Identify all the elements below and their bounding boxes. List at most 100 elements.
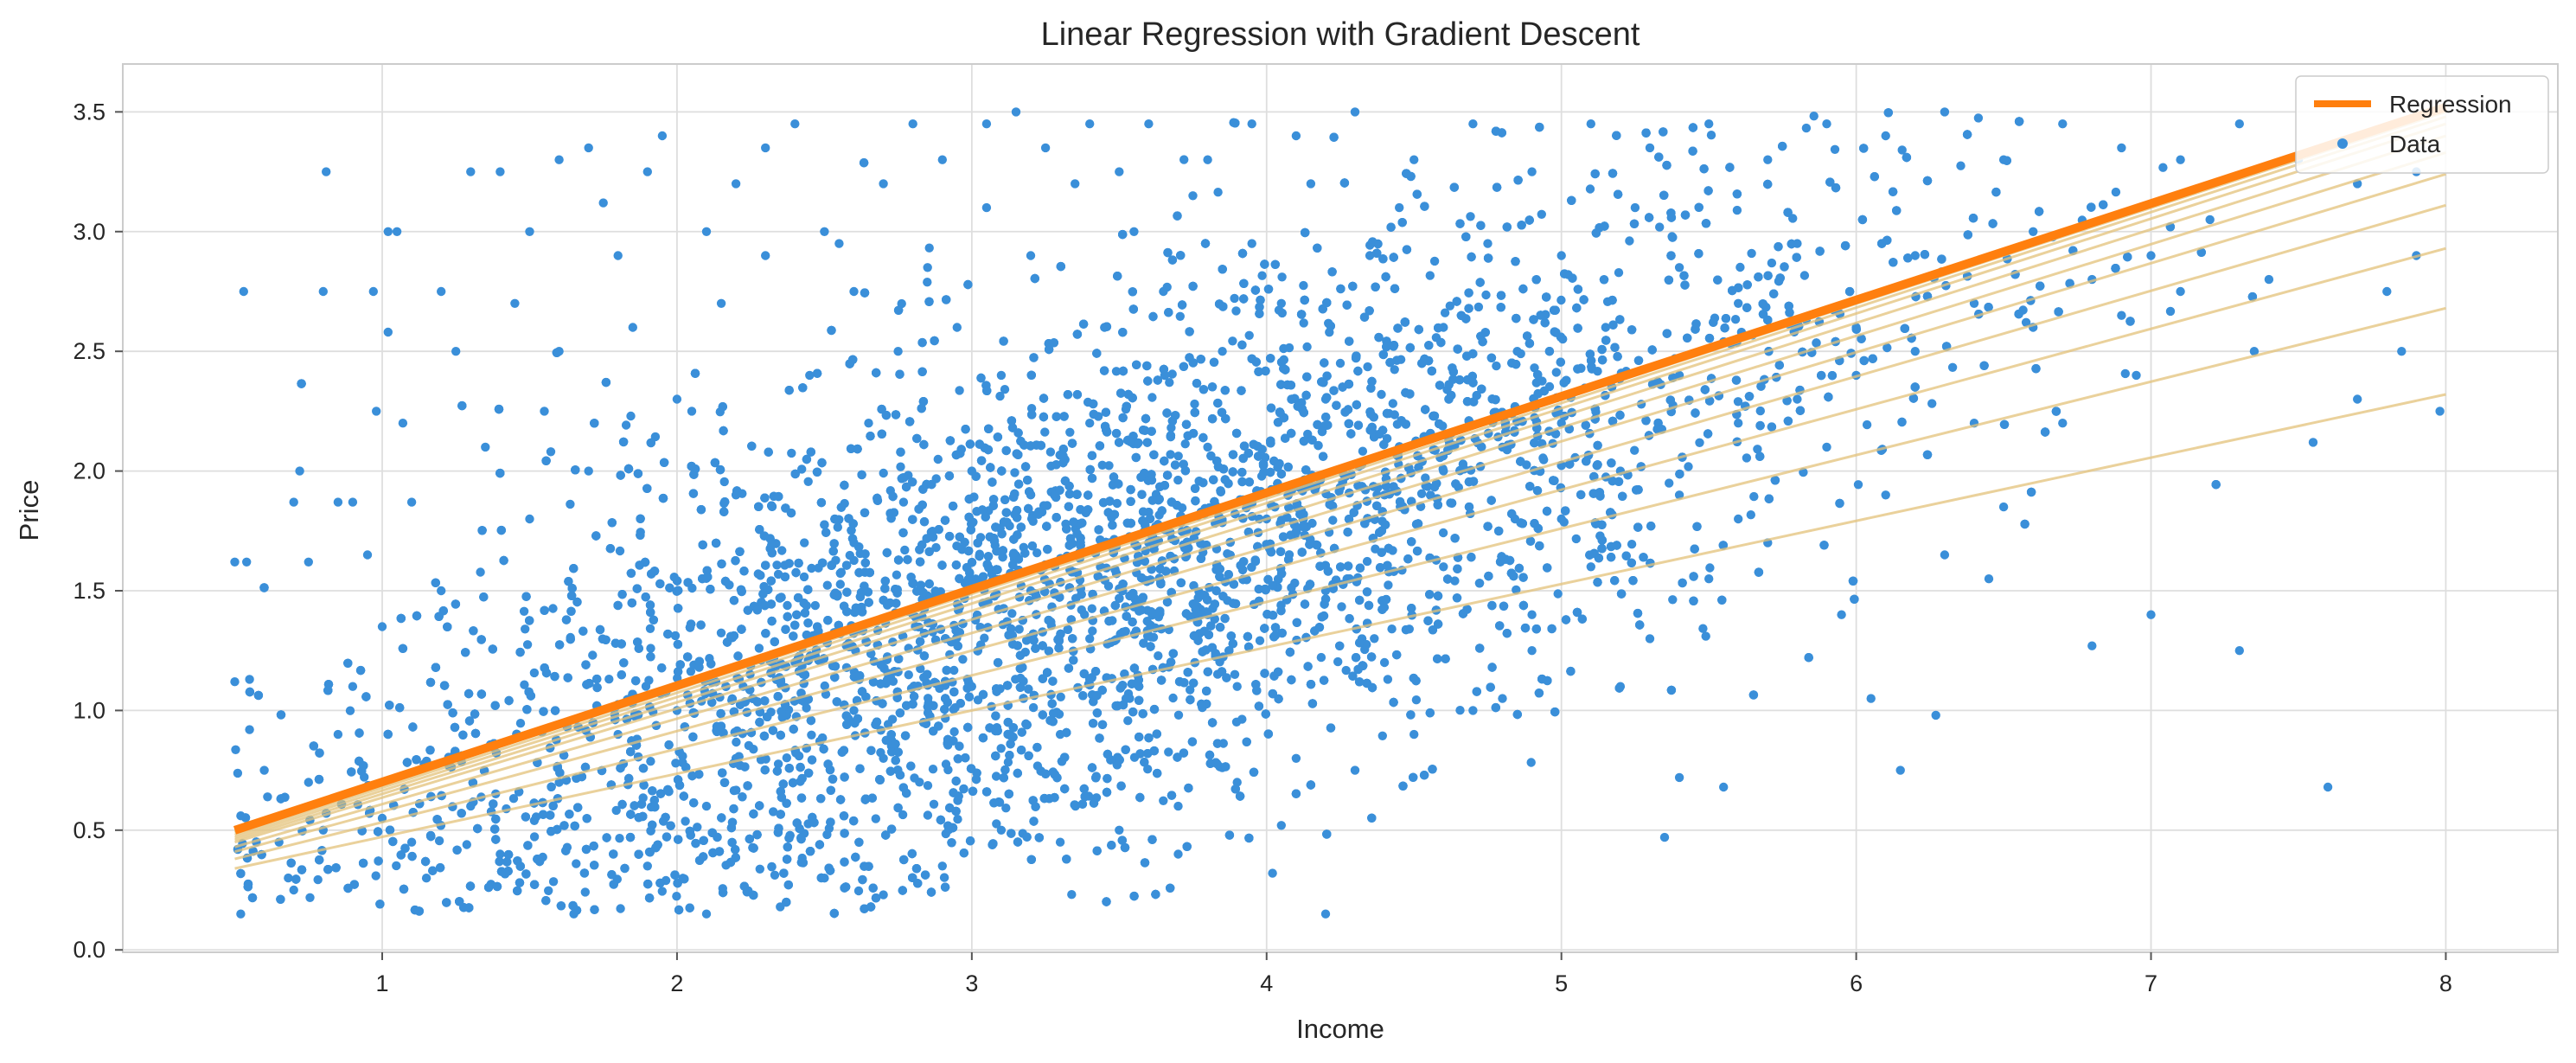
data-point: [898, 810, 908, 820]
data-point: [580, 887, 590, 897]
data-point: [755, 864, 764, 874]
data-point: [1067, 890, 1077, 900]
data-point: [1749, 491, 1759, 502]
data-point: [1133, 439, 1142, 449]
data-point: [1897, 145, 1907, 155]
data-point: [1755, 406, 1766, 416]
data-point: [2021, 317, 2031, 327]
data-point: [1032, 548, 1042, 558]
data-point: [616, 904, 625, 913]
data-point: [1625, 236, 1634, 246]
data-point: [1231, 306, 1241, 316]
data-point: [1809, 112, 1819, 121]
data-point: [1186, 685, 1195, 695]
data-point: [1466, 212, 1475, 221]
data-point: [1627, 540, 1637, 549]
data-point: [910, 773, 919, 783]
data-point: [1190, 399, 1199, 409]
data-point: [1411, 695, 1422, 705]
data-point: [1080, 610, 1090, 619]
data-point: [787, 448, 796, 458]
data-point: [1007, 609, 1017, 618]
data-point: [1358, 446, 1368, 456]
data-point: [782, 753, 791, 763]
data-point: [572, 859, 581, 868]
data-point: [1383, 675, 1393, 684]
data-point: [1173, 475, 1183, 485]
data-point: [548, 604, 558, 613]
data-point: [1328, 515, 1338, 525]
data-point: [515, 719, 526, 728]
data-point: [783, 600, 792, 611]
data-point: [1753, 445, 1762, 454]
data-point: [646, 757, 655, 766]
data-point: [1257, 271, 1267, 280]
data-point: [1123, 716, 1133, 726]
data-point: [898, 497, 909, 507]
data-point: [1862, 419, 1872, 430]
data-point: [1000, 385, 1010, 394]
data-point: [1088, 626, 1097, 636]
data-point: [1705, 563, 1715, 573]
data-point: [822, 580, 832, 590]
data-point: [1166, 450, 1175, 459]
data-point: [924, 243, 934, 253]
data-point: [1175, 311, 1186, 321]
data-point: [1254, 584, 1263, 594]
data-point: [1927, 399, 1937, 408]
data-point: [1028, 702, 1039, 713]
data-point: [1284, 343, 1294, 353]
data-point: [772, 560, 782, 570]
data-point: [1159, 796, 1168, 805]
data-point: [1537, 209, 1547, 219]
data-point: [941, 759, 951, 769]
data-point: [1665, 478, 1674, 488]
data-point: [773, 569, 783, 580]
data-point: [1421, 473, 1430, 483]
data-point: [1571, 534, 1582, 544]
data-point: [1553, 589, 1563, 599]
data-point: [820, 681, 829, 691]
data-point: [1377, 731, 1388, 740]
data-point: [670, 631, 681, 641]
data-point: [1003, 758, 1013, 767]
data-point: [1167, 423, 1176, 432]
data-point: [835, 580, 845, 589]
data-point: [1390, 365, 1399, 375]
data-point: [1140, 556, 1150, 567]
data-point: [305, 893, 315, 903]
data-point: [604, 675, 614, 684]
data-point: [1370, 634, 1379, 644]
data-point: [1655, 222, 1665, 232]
data-point: [1230, 669, 1240, 679]
data-point: [1112, 498, 1122, 509]
data-point: [1746, 510, 1756, 520]
data-point: [588, 650, 598, 660]
data-point: [1973, 113, 1984, 123]
data-point: [900, 545, 910, 555]
data-point: [853, 886, 864, 896]
data-point: [1104, 461, 1114, 471]
data-point: [1698, 624, 1708, 633]
data-point: [1290, 578, 1300, 588]
data-point: [1853, 480, 1863, 490]
data-point: [1147, 393, 1157, 402]
data-point: [807, 730, 816, 740]
data-point: [754, 644, 764, 653]
data-point: [2120, 368, 2130, 379]
data-point: [1668, 595, 1678, 605]
data-point: [1180, 439, 1190, 449]
data-point: [531, 812, 541, 822]
data-point: [1530, 363, 1539, 373]
data-point: [879, 468, 888, 478]
data-point: [233, 768, 243, 778]
data-point: [1237, 714, 1247, 724]
data-point: [1830, 144, 1840, 154]
data-point: [1362, 556, 1372, 567]
data-point: [231, 745, 240, 754]
data-point: [749, 745, 758, 754]
data-point: [1173, 451, 1183, 461]
data-point: [1179, 155, 1189, 164]
data-point: [1299, 280, 1308, 291]
